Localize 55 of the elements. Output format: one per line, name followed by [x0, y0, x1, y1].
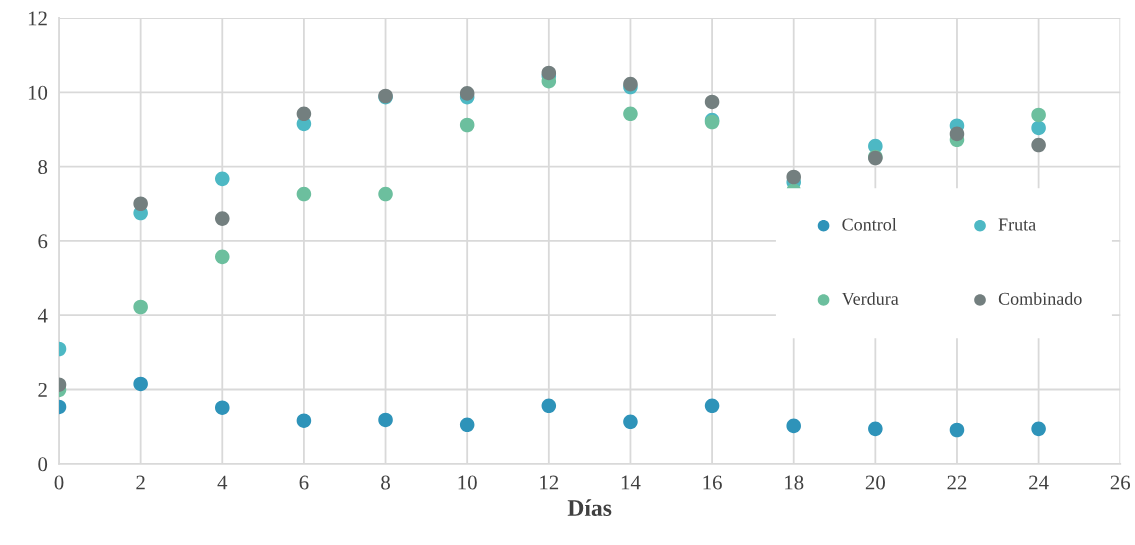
point — [1031, 120, 1046, 136]
point — [215, 211, 230, 226]
point — [459, 86, 475, 101]
point — [215, 400, 230, 415]
point — [133, 299, 148, 315]
point — [133, 196, 148, 212]
point — [541, 398, 557, 414]
legend-label: Fruta — [998, 218, 1036, 231]
y-tick-label: 2 — [38, 382, 47, 397]
point — [704, 398, 720, 414]
y-tick-label: 10 — [28, 85, 48, 100]
x-tick-label: 6 — [299, 475, 309, 490]
x-axis-title: Días — [567, 499, 612, 516]
point — [1031, 137, 1046, 153]
x-tick-label: 26 — [1110, 475, 1131, 490]
point — [623, 414, 638, 430]
point — [459, 117, 475, 133]
point — [704, 94, 720, 110]
x-tick-label: 20 — [865, 475, 885, 490]
point — [215, 249, 230, 265]
x-tick-label: 8 — [381, 475, 390, 490]
x-tick-label: 12 — [540, 475, 559, 490]
point — [296, 186, 312, 202]
y-tick-label: 0 — [38, 457, 48, 472]
y-tick-label: 4 — [37, 308, 48, 323]
point — [868, 421, 883, 437]
point — [459, 417, 475, 433]
point — [378, 412, 393, 428]
legend-label: Verdura — [841, 292, 899, 305]
point — [949, 422, 965, 438]
x-tick-label: 10 — [458, 475, 477, 490]
point — [623, 106, 638, 122]
point — [296, 106, 312, 122]
legend-label: Combinado — [998, 292, 1082, 305]
x-tick-label: 2 — [136, 475, 145, 490]
point — [786, 169, 801, 185]
x-tick-label: 22 — [947, 475, 967, 490]
point — [378, 186, 393, 202]
point — [786, 418, 801, 434]
point — [296, 413, 312, 428]
y-tick-label: 8 — [38, 159, 48, 175]
x-tick-label: 4 — [217, 475, 228, 490]
y-tick-label: 6 — [38, 234, 48, 249]
x-tick-label: 16 — [703, 475, 722, 490]
point — [1031, 107, 1046, 123]
point — [133, 376, 148, 392]
point — [215, 171, 230, 187]
x-tick-label: 18 — [785, 475, 804, 490]
legend-label: Control — [842, 217, 897, 231]
x-tick-label: 0 — [54, 475, 64, 490]
point — [949, 126, 965, 142]
x-tick-label: 14 — [621, 475, 641, 490]
point — [1031, 421, 1046, 437]
x-tick-label: 24 — [1029, 475, 1049, 490]
y-tick-label: 12 — [28, 11, 47, 26]
